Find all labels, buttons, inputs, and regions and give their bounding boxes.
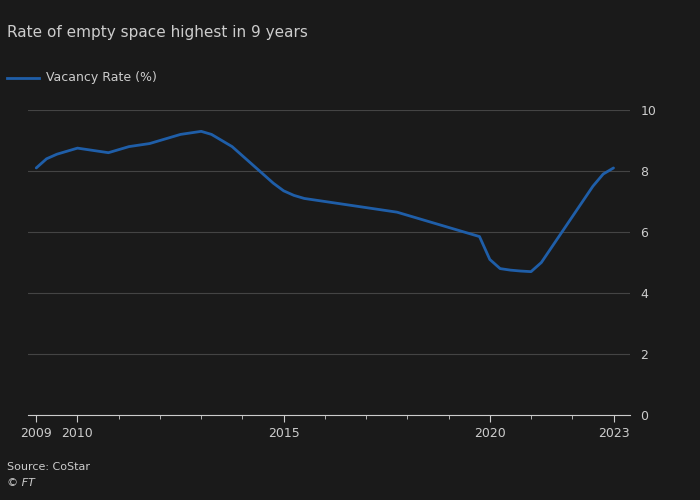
Text: © FT: © FT <box>7 478 35 488</box>
Text: Rate of empty space highest in 9 years: Rate of empty space highest in 9 years <box>7 25 308 40</box>
Text: Vacancy Rate (%): Vacancy Rate (%) <box>46 71 156 84</box>
Text: Source: CoStar: Source: CoStar <box>7 462 90 472</box>
